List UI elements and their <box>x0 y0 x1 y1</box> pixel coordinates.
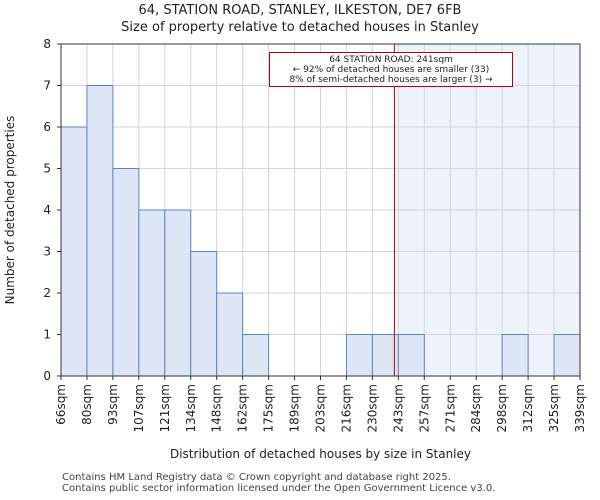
bar <box>216 292 244 377</box>
chart-subtitle: Size of property relative to detached ho… <box>121 20 479 35</box>
bar <box>164 209 192 377</box>
y-tick-label: 3 <box>43 245 51 259</box>
x-tick-label: 148sqm <box>210 384 224 432</box>
y-tick-label: 1 <box>43 328 51 342</box>
y-tick-label: 5 <box>43 162 51 176</box>
footer: Contains HM Land Registry data © Crown c… <box>62 472 495 494</box>
y-axis-label: Number of detached properties <box>3 116 17 305</box>
y-tick-label: 2 <box>43 286 51 300</box>
x-tick-label: 216sqm <box>339 384 353 432</box>
x-tick-label: 284sqm <box>469 384 483 432</box>
x-tick-label: 339sqm <box>573 384 587 432</box>
bar <box>86 85 114 377</box>
bar <box>345 334 373 377</box>
x-axis-label: Distribution of detached houses by size … <box>170 447 471 461</box>
property-annotation: 64 STATION ROAD: 241sqm ← 92% of detache… <box>269 52 513 87</box>
bar <box>60 126 88 377</box>
annotation-line-2: ← 92% of detached houses are smaller (33… <box>292 65 490 75</box>
x-tick-label: 271sqm <box>443 384 457 432</box>
x-tick-label: 203sqm <box>314 384 328 432</box>
x-tick-label: 189sqm <box>288 384 302 432</box>
x-tick-label: 93sqm <box>106 384 120 425</box>
x-tick-label: 298sqm <box>495 384 509 432</box>
footer-line-1: Contains HM Land Registry data © Crown c… <box>62 472 451 483</box>
x-tick-label: 66sqm <box>54 384 68 425</box>
bar <box>501 334 529 377</box>
footer-line-2: Contains public sector information licen… <box>62 483 496 494</box>
x-tick-label: 134sqm <box>184 384 198 432</box>
y-tick-label: 0 <box>43 369 51 383</box>
x-tick-label: 121sqm <box>158 384 172 432</box>
annotation-line-1: 64 STATION ROAD: 241sqm <box>329 55 453 65</box>
x-tick-label: 80sqm <box>80 384 94 425</box>
y-tick-label: 4 <box>43 203 51 217</box>
x-tick-label: 162sqm <box>236 384 250 432</box>
x-tick-label: 312sqm <box>521 384 535 432</box>
chart-title: 64, STATION ROAD, STANLEY, ILKESTON, DE7… <box>138 3 462 18</box>
y-tick-label: 7 <box>43 79 51 93</box>
y-tick-label: 6 <box>43 120 51 134</box>
bar <box>242 334 270 377</box>
x-tick-label: 243sqm <box>391 384 405 432</box>
annotation-line-3: 8% of semi-detached houses are larger (3… <box>289 75 493 85</box>
bar <box>190 251 218 377</box>
x-tick-label: 325sqm <box>547 384 561 432</box>
y-tick-label: 8 <box>43 37 51 51</box>
x-tick-label: 230sqm <box>365 384 379 432</box>
x-tick-label: 257sqm <box>417 384 431 432</box>
bar <box>112 168 140 377</box>
x-tick-label: 175sqm <box>262 384 276 432</box>
x-tick-label: 107sqm <box>132 384 146 432</box>
bar <box>397 334 425 377</box>
bar <box>138 209 166 377</box>
bar <box>553 334 581 377</box>
